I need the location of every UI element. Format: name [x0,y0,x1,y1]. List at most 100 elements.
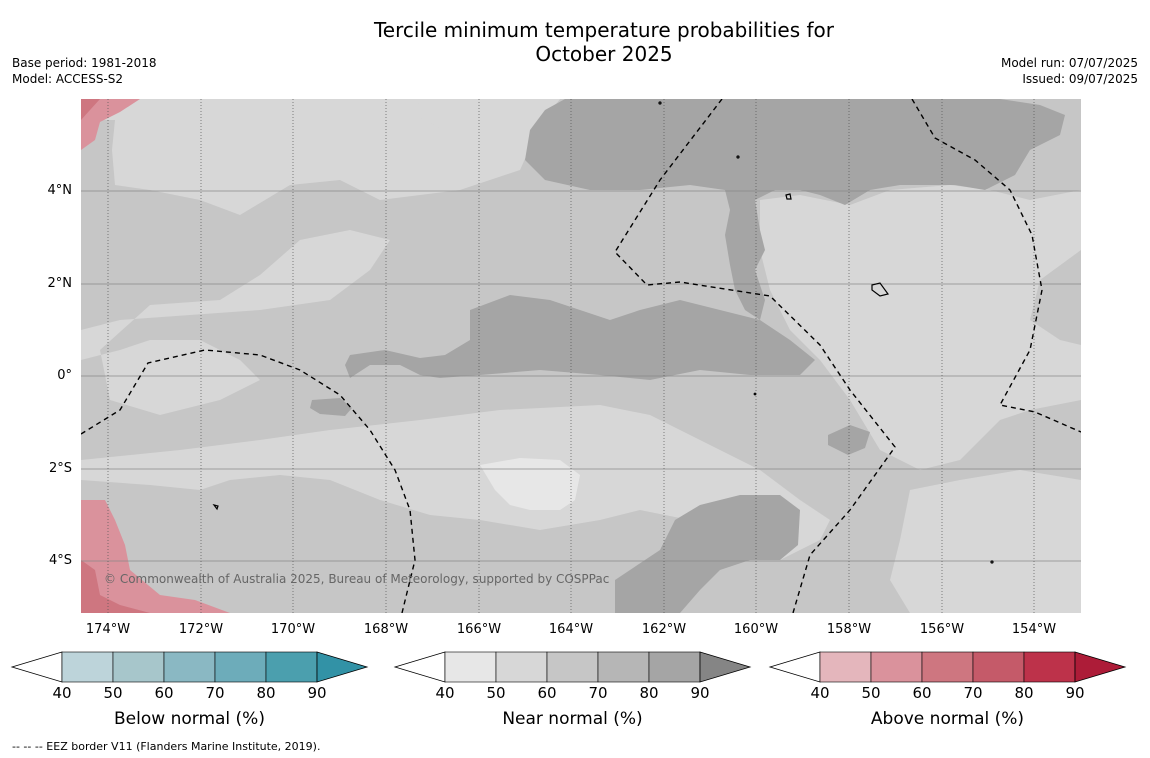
near-70-region-central [345,295,815,380]
colorbar-segment [1023,651,1076,683]
above-50-region-sw [81,500,230,613]
colorbar-title: Above normal (%) [870,709,1025,729]
colorbar [768,651,1127,683]
probability-field [81,99,1081,613]
colorbar-tick-label: 70 [205,684,225,702]
colorbar-segment [163,651,216,683]
latitude-label: 0° [57,368,72,383]
colorbar-tick-label: 90 [1065,684,1085,702]
colorbar-tick-label: 90 [307,684,327,702]
colorbar-tick-label: 50 [486,684,506,702]
island-dot [990,560,994,564]
colorbar-tick-label: 80 [256,684,276,702]
near-50-region-south [81,405,830,560]
issued-date: Issued: 09/07/2025 [1022,72,1138,86]
colorbar-title: Near normal (%) [502,709,643,729]
colorbar-segment [597,651,650,683]
model-run: Model run: 07/07/2025 [1000,56,1138,70]
colorbar-segment [648,651,701,683]
colorbar-tick-label: 60 [154,684,174,702]
meta-left: Base period: 1981-2018 Model: ACCESS-S2 [12,55,157,87]
title-line-1: Tercile minimum temperature probabilitie… [373,18,835,42]
island-outline [785,193,792,200]
colorbars [10,651,1127,683]
above-50-region-nw [81,99,140,150]
longitude-label: 160°W [733,622,779,637]
near-70-region-north [525,99,1065,320]
copyright-notice: © Commonwealth of Australia 2025, Bureau… [104,572,610,586]
colorbar-tick-label: 80 [639,684,659,702]
near-40-region [480,458,580,510]
title-line-2: October 2025 [535,42,673,66]
model-name: Model: ACCESS-S2 [12,72,124,86]
near-50-region-east [760,185,1081,470]
longitude-label: 154°W [1011,622,1057,637]
longitude-label: 170°W [270,622,316,637]
colorbar-tick-label: 80 [1014,684,1034,702]
colorbar-segment [265,651,318,683]
colorbar-tick-label: 50 [861,684,881,702]
colorbar-tick-label: 40 [52,684,72,702]
colorbar-segment [972,651,1025,683]
colorbar-max-extension [316,651,369,683]
near-50-region-north [415,99,560,130]
longitude-label: 164°W [548,622,594,637]
eez-footnote: -- -- -- EEZ border V11 (Flanders Marine… [12,740,321,753]
longitude-label: 166°W [456,622,502,637]
colorbar-min-extension [393,651,446,683]
colorbar [10,651,369,683]
colorbar-tick-label: 70 [963,684,983,702]
island-dot [753,392,757,396]
near-70-region-east-small [828,425,870,455]
latitude-label: 2°N [47,276,73,291]
island-dot [736,155,740,159]
longitude-label: 162°W [641,622,687,637]
colorbar-min-extension [10,651,63,683]
map-title: Tercile minimum temperature probabilitie… [0,18,1150,66]
above-60-region-nw [81,99,100,120]
colorbar-segment [819,651,872,683]
colorbar-segment [61,651,114,683]
colorbar-tick-label: 90 [690,684,710,702]
colorbar [393,651,752,683]
longitude-label: 156°W [919,622,965,637]
colorbar-tick-label: 60 [912,684,932,702]
near-50-region-west [81,230,390,415]
colorbar-tick-label: 50 [103,684,123,702]
colorbar-max-extension [1074,651,1127,683]
longitude-label: 172°W [178,622,224,637]
island-dot [658,101,662,105]
meta-right: Model run: 07/07/2025 Issued: 09/07/2025 [1001,55,1138,87]
graticule [81,99,1081,613]
islands [212,101,994,564]
latitude-label: 4°N [47,183,73,198]
colorbar-segment [214,651,267,683]
colorbar-segment [870,651,923,683]
eez-borders [81,99,1081,613]
colorbar-segment [495,651,548,683]
colorbar-tick-label: 60 [537,684,557,702]
above-60-region-sw [81,560,150,613]
colorbar-tick-label: 70 [588,684,608,702]
longitude-label: 174°W [85,622,131,637]
base-period: Base period: 1981-2018 [12,56,157,70]
eez-border-central [614,99,896,613]
island-outline [212,504,219,511]
colorbar-segment [546,651,599,683]
island-outline [871,282,890,297]
eez-border-west [81,349,416,613]
colorbar-segment [444,651,497,683]
colorbar-tick-label: 40 [810,684,830,702]
colorbar-tick-label: 40 [435,684,455,702]
longitude-label: 168°W [363,622,409,637]
latitude-label: 2°S [48,461,72,476]
near-50-region-se [890,470,1081,613]
near-70-region-small [310,398,352,416]
near-70-region-south [615,495,800,613]
latitude-label: 4°S [48,553,72,568]
colorbar-max-extension [699,651,752,683]
colorbar-segment [112,651,165,683]
colorbar-segment [921,651,974,683]
colorbar-min-extension [768,651,821,683]
